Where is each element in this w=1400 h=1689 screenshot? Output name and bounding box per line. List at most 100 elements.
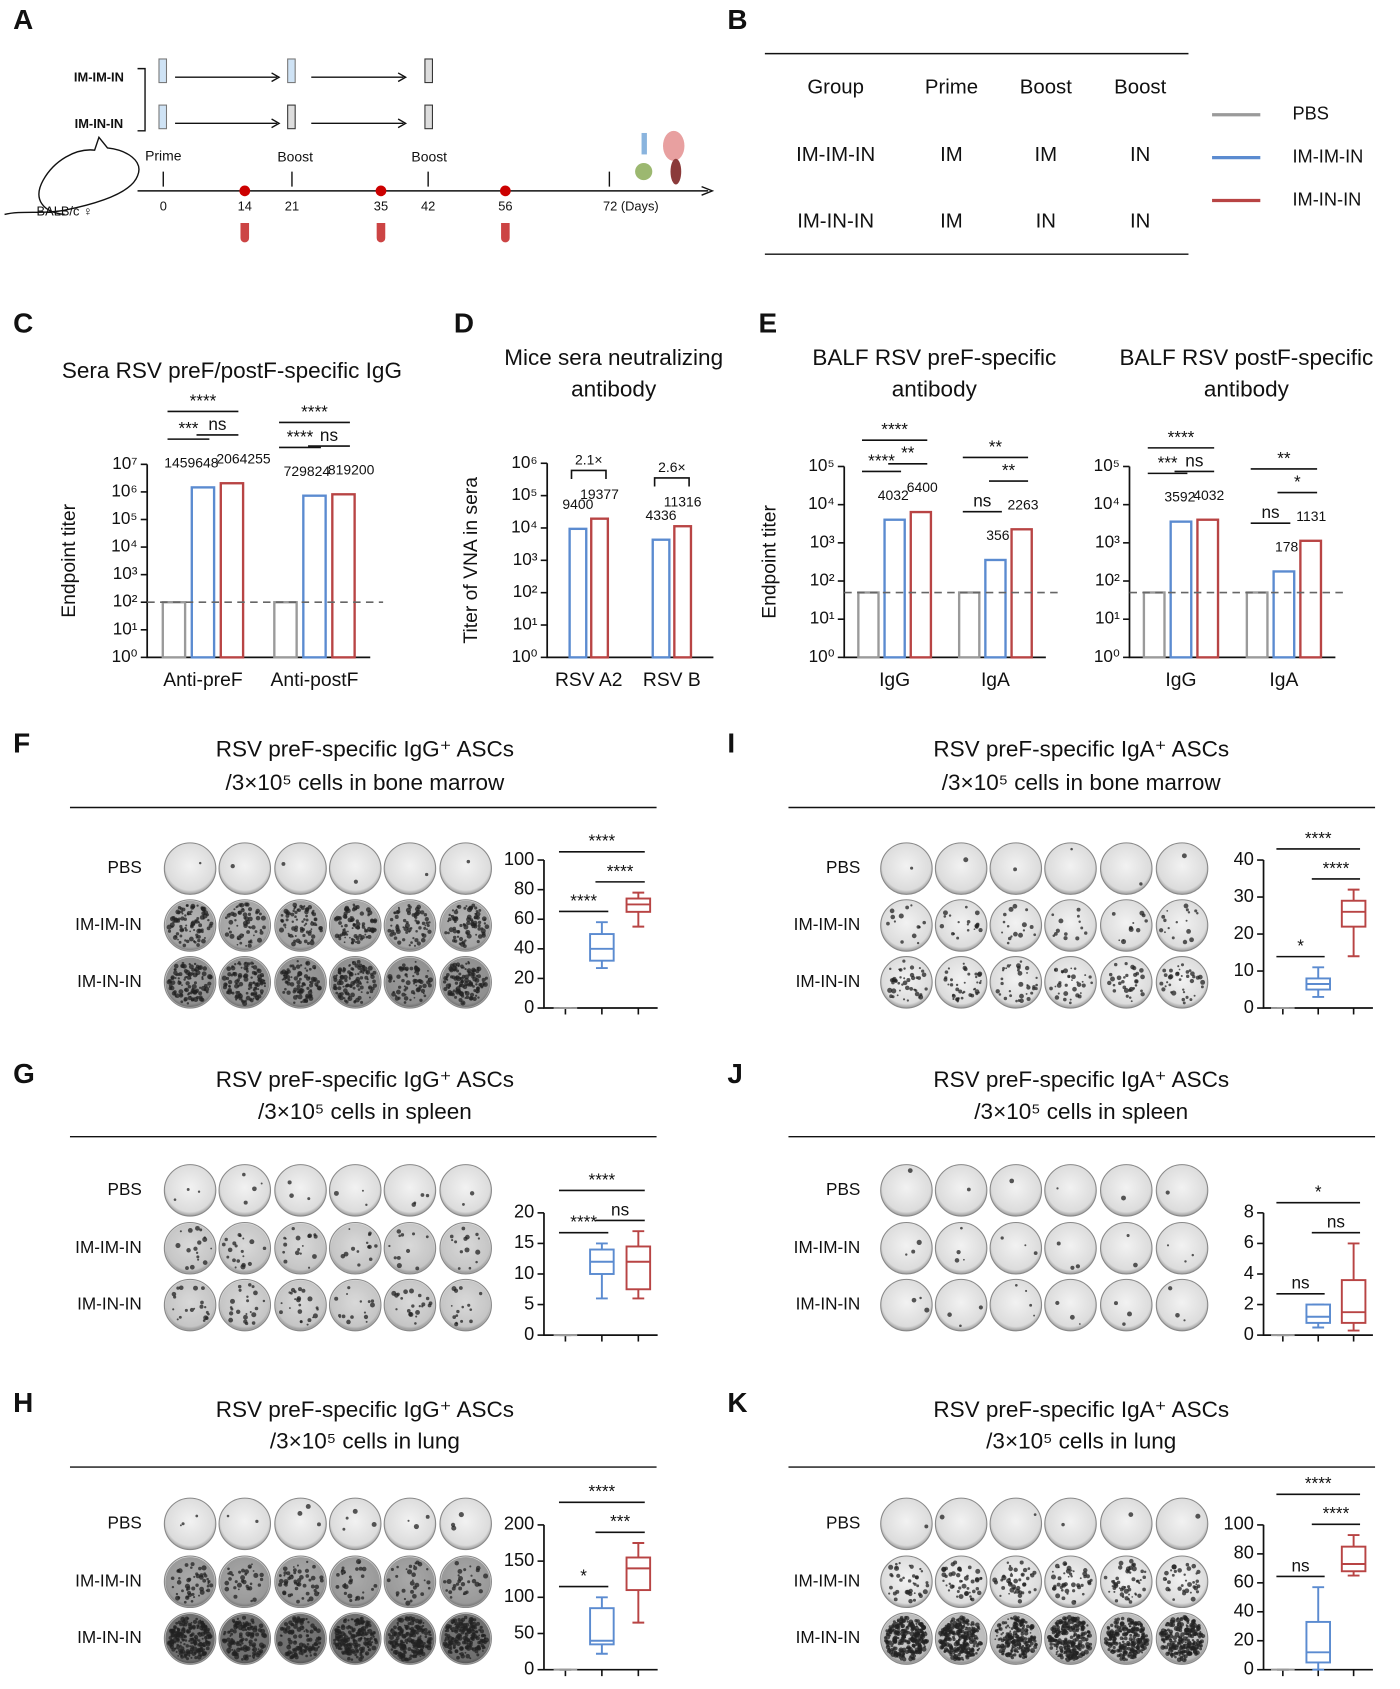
- spot: [403, 996, 409, 1001]
- spot: [396, 1255, 401, 1260]
- spot: [387, 1633, 391, 1637]
- spot: [354, 1653, 358, 1657]
- spot: [1168, 983, 1172, 987]
- spot: [350, 1618, 353, 1621]
- spot: [906, 1625, 909, 1628]
- bar: [651, 538, 671, 659]
- spot: [424, 872, 429, 877]
- spot: [189, 977, 192, 980]
- spot: [397, 985, 402, 989]
- spot: [953, 1653, 959, 1660]
- y-axis-label: Endpoint titer: [59, 503, 80, 617]
- chart-title: /3×10⁵ cells in lung: [270, 1428, 460, 1453]
- plate: [880, 1221, 933, 1275]
- day-label: 35: [374, 198, 388, 213]
- spot: [203, 1315, 209, 1321]
- spot: [280, 970, 284, 975]
- spot: [418, 1619, 423, 1624]
- plate: [1044, 1221, 1097, 1275]
- spot: [460, 1581, 466, 1587]
- plate: [1155, 1555, 1209, 1609]
- spot: [245, 1313, 248, 1316]
- spot: [193, 981, 197, 985]
- spot: [414, 1562, 417, 1565]
- spot: [971, 1632, 974, 1636]
- spot: [349, 936, 351, 939]
- spot: [421, 921, 426, 926]
- spot: [478, 1628, 481, 1632]
- spot: [425, 1514, 430, 1519]
- spot: [1053, 1639, 1055, 1642]
- spot: [356, 1632, 361, 1637]
- spot: [347, 930, 349, 933]
- spot: [895, 1589, 900, 1594]
- spot: [1134, 1655, 1137, 1658]
- spot: [1129, 1633, 1133, 1637]
- spot: [1122, 985, 1127, 990]
- spot: [1189, 937, 1194, 943]
- spot: [1112, 989, 1117, 993]
- spot: [304, 1568, 310, 1573]
- spot: [458, 936, 464, 942]
- spot: [197, 1240, 202, 1245]
- spot: [423, 912, 428, 917]
- well: [383, 842, 437, 895]
- spot: [392, 990, 395, 994]
- spot: [343, 915, 348, 919]
- spot: [1081, 980, 1084, 983]
- spot: [1004, 1626, 1008, 1629]
- spot: [318, 926, 323, 931]
- spot: [914, 991, 920, 997]
- spot: [445, 1589, 448, 1592]
- spot: [1171, 1564, 1177, 1570]
- spot: [1086, 1624, 1089, 1627]
- y-tick-label: 8: [1244, 1201, 1254, 1222]
- spot: [286, 1571, 291, 1576]
- plate: [328, 956, 382, 1009]
- spot: [1069, 1625, 1073, 1629]
- spot: [465, 962, 468, 965]
- spot: [466, 859, 471, 864]
- spot: [1064, 932, 1068, 936]
- spot: [306, 942, 310, 945]
- spot: [1195, 1579, 1200, 1584]
- spot: [245, 1654, 249, 1659]
- spot: [962, 965, 967, 971]
- spot: [301, 1653, 304, 1656]
- spot: [427, 969, 429, 972]
- spot: [296, 1599, 300, 1604]
- significance-label: *: [1315, 1182, 1322, 1202]
- spot: [1116, 1617, 1120, 1621]
- spot: [1006, 925, 1010, 928]
- spot: [258, 978, 261, 982]
- spot: [910, 866, 914, 870]
- spot: [333, 1638, 337, 1642]
- spot: [258, 1623, 264, 1629]
- spot: [240, 908, 245, 913]
- spot: [242, 1255, 245, 1258]
- plate: [274, 1164, 327, 1217]
- spot: [1007, 1618, 1010, 1621]
- spot: [1140, 974, 1145, 980]
- spot: [1128, 1637, 1133, 1642]
- spot: [460, 1654, 465, 1659]
- spot: [1088, 1642, 1093, 1646]
- spot: [249, 1311, 252, 1314]
- spot: [184, 987, 189, 993]
- spot: [1057, 1638, 1062, 1643]
- spot: [400, 1640, 404, 1644]
- spot: [1118, 1654, 1121, 1657]
- spot: [951, 1626, 955, 1630]
- plate: [1044, 899, 1097, 952]
- well: [163, 1497, 217, 1551]
- spot: [899, 1648, 903, 1653]
- spot: [367, 965, 373, 971]
- spot: [411, 1304, 415, 1308]
- spot: [948, 914, 952, 917]
- spot: [451, 909, 455, 912]
- spot: [228, 1571, 233, 1576]
- table-header: Group: [807, 76, 864, 98]
- spot: [359, 1619, 365, 1624]
- spot: [425, 1193, 430, 1198]
- spot: [1162, 1576, 1167, 1581]
